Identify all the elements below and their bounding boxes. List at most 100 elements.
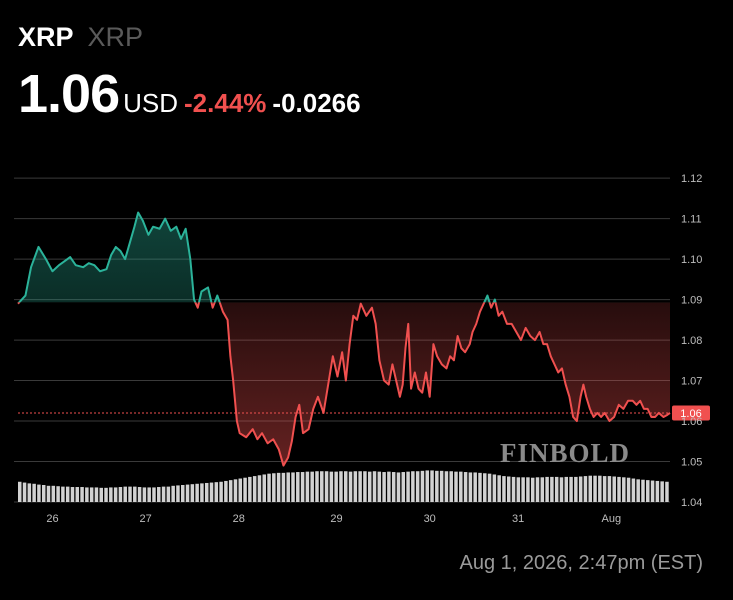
current-price-badge: 1.06: [672, 405, 710, 421]
price-area: [18, 212, 670, 466]
volume-bar: [99, 487, 103, 502]
volume-bar: [118, 487, 123, 502]
volume-bar: [276, 472, 281, 502]
volume-bar: [602, 476, 607, 502]
volume-bar: [535, 477, 540, 502]
volume-bar: [181, 484, 185, 502]
volume-bar: [228, 480, 233, 502]
volume-bar: [176, 485, 180, 502]
volume-bar: [128, 486, 132, 502]
volume-bar: [353, 471, 358, 502]
volume-bar: [411, 471, 415, 502]
volume-bar: [382, 472, 386, 502]
volume-bar: [300, 472, 305, 502]
volume-bar: [157, 487, 161, 502]
volume-bar: [377, 471, 382, 502]
volume-bar: [305, 471, 310, 502]
x-tick-label: 26: [46, 513, 58, 525]
volume-bar: [478, 472, 482, 502]
volume-bar: [37, 484, 41, 502]
volume-bar: [123, 486, 127, 502]
volume-bar: [166, 486, 171, 502]
volume-bar: [646, 480, 650, 502]
volume-bar: [468, 472, 473, 502]
volume-bar: [449, 471, 453, 502]
volume-bar: [18, 481, 22, 502]
volume-bar: [257, 475, 262, 502]
volume-bar: [185, 484, 190, 502]
volume-bar: [200, 483, 204, 502]
x-tick-label: 31: [512, 513, 524, 525]
volume-bar: [387, 471, 391, 502]
volume-bar: [286, 472, 290, 502]
volume-bar: [89, 487, 94, 502]
volume-bar: [22, 482, 27, 502]
volume-bar: [631, 478, 636, 502]
volume-bar: [655, 480, 660, 502]
volume-bar: [564, 476, 569, 502]
current-price-badge-label: 1.06: [680, 408, 701, 420]
volume-bar: [391, 472, 396, 502]
volume-bar: [243, 477, 247, 502]
y-tick-label: 1.09: [681, 295, 702, 307]
volume-bar: [262, 474, 266, 502]
y-tick-label: 1.07: [681, 376, 702, 388]
price-line-down: [17, 302, 671, 467]
price-row: 1.06 USD -2.44% -0.0266: [18, 64, 361, 124]
volume-bar: [65, 486, 70, 502]
x-axis: 26 27 28 29 30 31 Aug: [46, 513, 621, 525]
change-absolute: -0.0266: [272, 88, 361, 118]
volume-bar: [272, 473, 276, 502]
volume-bar: [420, 470, 425, 502]
volume-bar: [487, 473, 492, 502]
price-chart: 1.06 1.12 1.11 1.10 1.09 1.08 1.07 1.06 1.05 1.0…: [14, 173, 710, 525]
volume-bar: [622, 477, 626, 502]
area-fill-below: [18, 302, 670, 466]
asset-header: XRP XRP: [18, 22, 143, 53]
volume-bar: [607, 476, 612, 502]
volume-bar: [454, 471, 458, 502]
volume-bar: [559, 477, 564, 502]
y-axis: 1.12 1.11 1.10 1.09 1.08 1.07 1.06 1.05 1.04: [681, 173, 702, 509]
x-tick-label: Aug: [602, 513, 622, 525]
volume-bar: [133, 486, 137, 502]
volume-bar: [214, 482, 219, 502]
change-percent: -2.44%: [184, 88, 267, 118]
volume-bar: [511, 476, 516, 502]
currency-label: USD: [123, 88, 179, 118]
x-tick-label: 28: [233, 513, 245, 525]
volume-bar: [113, 487, 118, 502]
volume-bar: [545, 476, 549, 502]
volume-bar: [219, 481, 223, 502]
volume-bar: [46, 485, 51, 502]
volume-bar: [70, 487, 75, 502]
volume-bar: [430, 470, 434, 502]
volume-bar: [152, 487, 156, 502]
volume-bar: [324, 471, 329, 502]
volume-bar: [401, 472, 406, 502]
price-line-up: [17, 211, 497, 303]
volume-bar: [507, 476, 511, 502]
volume-bar: [248, 476, 252, 502]
volume-bar: [617, 476, 621, 502]
volume-bar: [61, 486, 65, 502]
volume-bar: [396, 472, 401, 502]
volume-bar: [530, 477, 535, 502]
volume-bar: [348, 471, 353, 502]
volume-bar: [502, 476, 506, 502]
volume-bar: [329, 471, 334, 502]
finbold-watermark: FINBOLD: [500, 438, 630, 468]
volume-bar: [344, 471, 348, 502]
price-line: [17, 211, 671, 467]
volume-bar: [238, 478, 243, 502]
volume-bar: [41, 484, 46, 502]
volume-bar: [80, 487, 84, 502]
volume-bar: [473, 472, 477, 502]
volume-bar: [598, 475, 602, 502]
volume-bar: [204, 482, 209, 502]
volume-bar: [554, 476, 559, 502]
volume-bar: [521, 477, 525, 502]
volume-bar: [650, 480, 655, 502]
area-fill-above: [18, 212, 670, 303]
volume-bar: [51, 485, 56, 502]
